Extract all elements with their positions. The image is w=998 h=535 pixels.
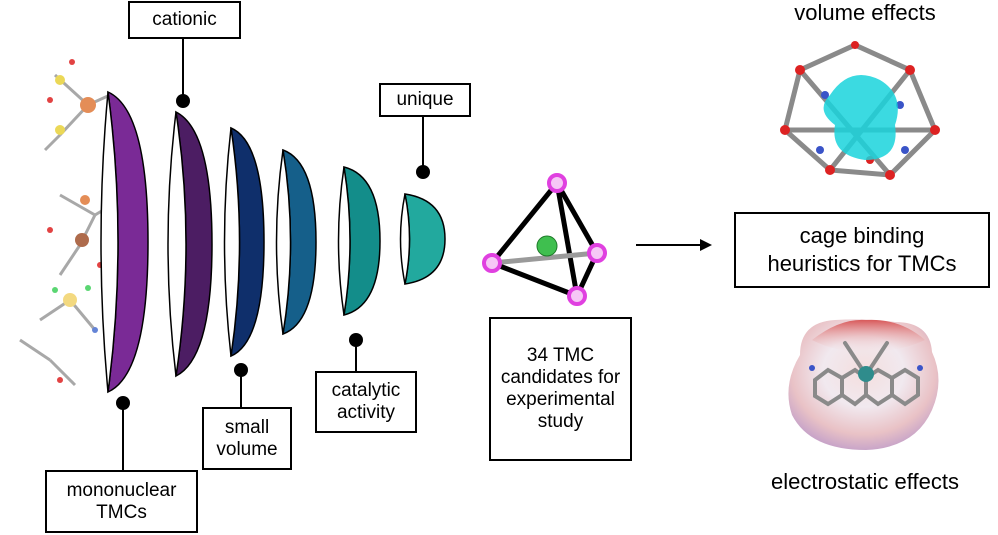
cage-vertex: [587, 243, 607, 263]
label-cationic: cationic: [128, 1, 241, 39]
funnel-stage-5: [337, 165, 381, 317]
callout-leaders: [122, 38, 424, 470]
stage-1-face: [100, 91, 119, 393]
stage-6-band: [404, 193, 446, 285]
label-small-volume: small volume: [202, 407, 292, 470]
electrostatic-render: [788, 319, 939, 450]
funnel: [100, 90, 446, 394]
cage-vertices: [482, 173, 607, 306]
cage-vertex: [567, 286, 587, 306]
funnel-stage-4: [275, 148, 317, 336]
cage-vertex: [482, 253, 502, 273]
dot-cationic: [176, 94, 190, 108]
dot-small-volume: [234, 363, 248, 377]
tmc-molecule-sketches: [19, 59, 121, 387]
stage-3-face: [223, 127, 241, 357]
funnel-stage-6: [399, 193, 446, 285]
label-mononuclear-tmcs: mononuclear TMCs: [45, 470, 198, 533]
esp-surface: [788, 319, 939, 450]
cavity-volume: [823, 75, 898, 160]
dot-unique: [416, 165, 430, 179]
result-arrow: [636, 239, 712, 251]
dot-mononuclear: [116, 396, 130, 410]
label-catalytic-activity: catalytic activity: [315, 371, 417, 433]
dot-catalytic: [349, 333, 363, 347]
funnel-stage-3: [223, 126, 265, 358]
metal-center: [858, 366, 874, 382]
guest-sphere: [536, 235, 558, 257]
volume-cage-render: [780, 41, 940, 180]
title-electrostatic-effects: electrostatic effects: [771, 469, 959, 494]
stage-4-face: [275, 149, 292, 335]
label-cage-binding-heuristics: cage binding heuristics for TMCs: [734, 212, 990, 288]
label-unique: unique: [379, 83, 471, 117]
stage-6-face: [399, 193, 411, 285]
cage-vertex: [547, 173, 567, 193]
label-tmc-candidates: 34 TMC candidates for experimental study: [489, 317, 632, 461]
stage-2-face: [167, 111, 187, 377]
funnel-stage-1: [100, 90, 149, 394]
cage-tetrahedron: [482, 173, 607, 306]
stage-5-face: [337, 166, 351, 316]
callout-dots: [116, 94, 430, 410]
funnel-stage-2: [167, 110, 213, 378]
title-volume-effects: volume effects: [794, 0, 936, 25]
